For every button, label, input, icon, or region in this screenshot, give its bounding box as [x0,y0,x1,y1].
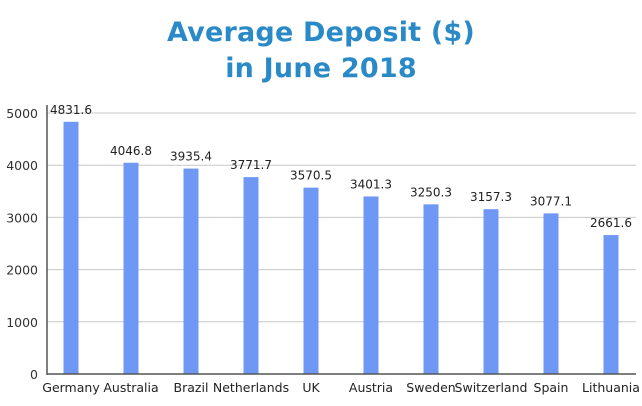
x-tick-label: UK [302,380,320,395]
data-label: 3570.5 [290,169,332,183]
chart-title-line-1: Average Deposit ($) [167,17,475,48]
bar-uk [303,187,319,374]
data-label: 3935.4 [170,150,212,164]
bar-lithuania [603,235,619,374]
bar-germany [63,121,79,374]
x-tick-label: Netherlands [213,380,289,395]
data-label: 3077.1 [530,194,572,208]
x-tick-label: Germany [42,380,100,395]
x-tick-label: Switzerland [455,380,528,395]
y-tick-label: 4000 [6,158,38,173]
bar-austria [363,196,379,374]
data-label: 3157.3 [470,190,512,204]
bar-brazil [183,168,199,374]
x-tick-label: Lithuania [582,380,640,395]
data-label: 4831.6 [50,103,92,117]
chart-title-line-2: in June 2018 [225,53,417,84]
x-tick-label: Australia [103,380,158,395]
data-label: 4046.8 [110,144,152,158]
bar-netherlands [243,177,259,374]
y-tick-label: 2000 [6,263,38,278]
y-tick-label: 3000 [6,210,38,225]
y-tick-label: 5000 [6,106,38,121]
bar-sweden [423,204,439,374]
data-label: 2661.6 [590,216,632,230]
bar-spain [543,213,559,374]
x-tick-label: Brazil [174,380,209,395]
x-tick-label: Spain [534,380,569,395]
x-tick-label: Sweden [406,380,455,395]
x-tick-label: Austria [349,380,393,395]
data-label: 3771.7 [230,158,272,172]
y-tick-label: 1000 [6,315,38,330]
bar-switzerland [483,209,499,374]
y-tick-label: 0 [30,367,38,382]
data-label: 3401.3 [350,177,392,191]
data-label: 3250.3 [410,185,452,199]
bar-australia [123,162,139,374]
